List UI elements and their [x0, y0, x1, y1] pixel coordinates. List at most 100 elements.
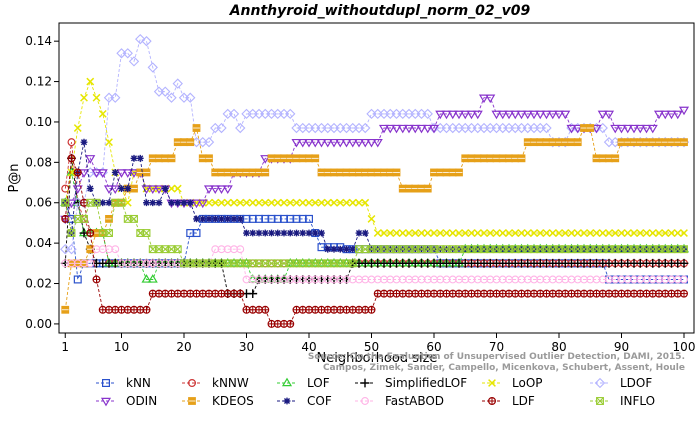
- data-point: [197, 199, 208, 209]
- data-point: [185, 92, 196, 103]
- legend-item-fastabod: FastABOD: [355, 394, 444, 408]
- data-point: [130, 154, 138, 162]
- data-point: [385, 124, 396, 134]
- data-point: [411, 229, 420, 237]
- x-tick-label: 80: [551, 340, 566, 354]
- legend-label: KDEOS: [212, 394, 254, 408]
- data-point: [98, 245, 107, 254]
- data-point: [523, 229, 532, 237]
- data-point: [648, 229, 657, 237]
- data-point: [323, 198, 332, 207]
- data-point: [223, 245, 232, 254]
- data-point: [92, 245, 101, 254]
- data-point: [86, 229, 95, 238]
- data-point: [235, 122, 246, 134]
- data-point: [592, 229, 601, 237]
- data-point: [498, 229, 507, 237]
- data-point: [472, 110, 483, 120]
- data-point: [505, 229, 513, 237]
- data-point: [516, 110, 527, 120]
- data-point: [528, 110, 540, 120]
- data-point: [86, 185, 94, 193]
- data-point: [623, 229, 632, 237]
- data-point: [328, 138, 340, 148]
- data-point: [286, 229, 294, 237]
- data-point: [148, 245, 157, 254]
- data-point: [247, 274, 258, 283]
- data-point: [317, 198, 326, 207]
- data-point: [335, 257, 346, 267]
- data-point: [405, 229, 413, 237]
- y-tick-label: 0.06: [25, 196, 52, 210]
- data-point: [336, 198, 345, 207]
- data-point: [630, 229, 638, 237]
- data-point: [673, 229, 682, 237]
- data-point: [611, 154, 620, 163]
- legend-item-odin: ODIN: [96, 394, 157, 408]
- data-point: [117, 198, 126, 207]
- data-point: [492, 229, 501, 237]
- data-point: [123, 198, 132, 207]
- legend-item-lof: LOF: [277, 376, 330, 390]
- data-point: [580, 229, 588, 237]
- data-point: [72, 185, 83, 194]
- data-point: [167, 259, 176, 268]
- data-point: [541, 122, 552, 134]
- data-point: [261, 229, 269, 237]
- data-point: [167, 245, 176, 254]
- data-point: [318, 229, 325, 237]
- data-point: [417, 229, 426, 237]
- data-point: [130, 214, 138, 223]
- x-tick-label: 10: [114, 340, 129, 354]
- data-point: [236, 259, 245, 268]
- data-point: [155, 199, 163, 207]
- data-point: [205, 259, 213, 268]
- data-point: [99, 199, 107, 207]
- data-point: [636, 229, 645, 237]
- data-point: [378, 124, 390, 134]
- data-point: [91, 169, 102, 178]
- data-point: [373, 229, 382, 237]
- data-point: [555, 229, 563, 237]
- legend: kNN kNNW LOF SimplifiedLOF LoOP LDOF ODIN KDEOS…: [96, 376, 655, 408]
- data-point: [610, 124, 621, 134]
- data-point: [61, 259, 70, 268]
- data-point: [391, 124, 402, 134]
- data-point: [224, 215, 232, 223]
- data-point: [166, 92, 177, 103]
- chart-title: Annthyroid_withoutdupl_norm_02_v09: [229, 3, 531, 19]
- data-point: [367, 214, 376, 223]
- data-point: [186, 259, 195, 268]
- data-point: [392, 168, 401, 177]
- data-point: [97, 169, 108, 178]
- data-point: [92, 275, 101, 284]
- data-point: [210, 185, 221, 194]
- data-point: [453, 110, 465, 120]
- series-kdeos: [61, 124, 688, 314]
- legend-label: LOF: [307, 376, 330, 390]
- data-point: [322, 257, 333, 267]
- data-point: [505, 245, 513, 254]
- data-point: [66, 244, 77, 255]
- data-point: [66, 199, 77, 209]
- data-point: [248, 289, 258, 299]
- data-point: [116, 169, 127, 178]
- data-point: [330, 245, 338, 253]
- data-point: [230, 215, 238, 223]
- data-point: [299, 229, 307, 237]
- x-tick-label: 90: [614, 340, 629, 354]
- data-point: [561, 229, 570, 237]
- legend-label: ODIN: [126, 394, 157, 408]
- data-point: [255, 198, 263, 207]
- data-point: [73, 259, 82, 268]
- legend-item-ldf: LDF: [482, 394, 535, 408]
- data-point: [343, 245, 350, 253]
- data-point: [273, 198, 282, 207]
- data-point: [242, 198, 251, 207]
- data-point: [192, 124, 201, 132]
- data-point: [473, 229, 482, 237]
- data-point: [267, 198, 276, 207]
- legend-label: INFLO: [620, 394, 655, 408]
- data-point: [311, 198, 320, 207]
